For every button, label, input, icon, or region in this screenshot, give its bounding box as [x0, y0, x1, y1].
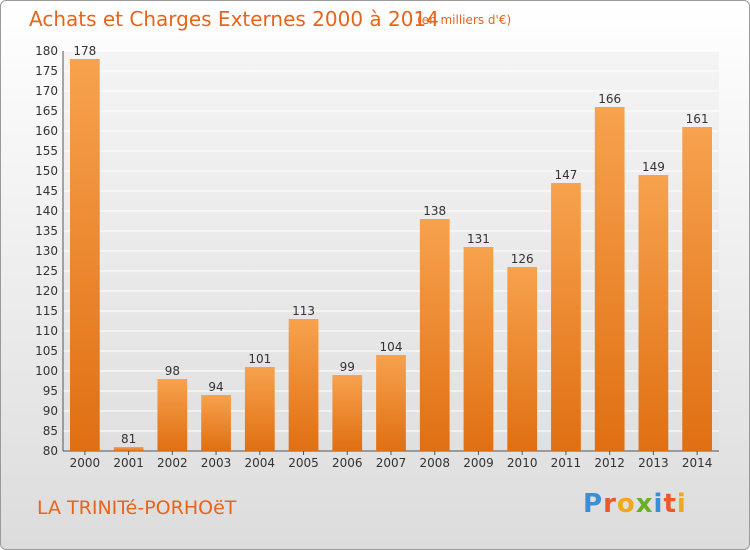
x-tick-label: 2006 — [332, 456, 363, 470]
logo-letter: x — [635, 489, 654, 519]
data-label: 161 — [686, 112, 709, 126]
bar — [332, 375, 363, 451]
y-tick-label: 145 — [35, 184, 58, 198]
bar — [157, 379, 188, 451]
data-label: 101 — [248, 352, 271, 366]
y-tick-label: 100 — [35, 364, 58, 378]
bar — [244, 367, 275, 451]
data-label: 126 — [511, 252, 534, 266]
data-label: 138 — [423, 204, 446, 218]
logo-letter: P — [583, 489, 604, 519]
x-tick-label: 2002 — [157, 456, 188, 470]
x-tick-label: 2001 — [113, 456, 144, 470]
y-tick-label: 110 — [35, 324, 58, 338]
x-tick-label: 2010 — [507, 456, 538, 470]
data-label: 147 — [554, 168, 577, 182]
bar — [682, 127, 713, 451]
x-tick-label: 2007 — [376, 456, 407, 470]
y-tick-label: 120 — [35, 284, 58, 298]
logo-letter: o — [616, 489, 636, 519]
y-tick-label: 150 — [35, 164, 58, 178]
bar — [419, 219, 450, 451]
y-tick-label: 135 — [35, 224, 58, 238]
x-tick-label: 2003 — [201, 456, 232, 470]
data-label: 166 — [598, 92, 621, 106]
y-tick-label: 125 — [35, 264, 58, 278]
x-tick-label: 2000 — [70, 456, 101, 470]
y-tick-label: 95 — [43, 384, 58, 398]
bar — [288, 319, 319, 451]
y-tick-label: 170 — [35, 84, 58, 98]
data-label: 131 — [467, 232, 490, 246]
data-label: 104 — [380, 340, 403, 354]
y-tick-label: 180 — [35, 44, 58, 58]
y-tick-label: 115 — [35, 304, 58, 318]
commune-name: LA TRINITé-PORHOëT — [37, 497, 237, 519]
logo-letter: r — [603, 489, 617, 519]
y-tick-label: 140 — [35, 204, 58, 218]
data-label: 149 — [642, 160, 665, 174]
logo-letter: i — [653, 489, 664, 519]
data-label: 99 — [340, 360, 355, 374]
x-tick-label: 2013 — [638, 456, 669, 470]
x-tick-label: 2008 — [419, 456, 450, 470]
y-tick-label: 80 — [43, 444, 58, 458]
bar — [507, 267, 538, 451]
x-tick-label: 2004 — [245, 456, 276, 470]
chart-unit: (en milliers d'€) — [417, 13, 512, 27]
bar — [463, 247, 494, 451]
x-tick-label: 2005 — [288, 456, 319, 470]
bar — [113, 447, 144, 451]
y-tick-label: 85 — [43, 424, 58, 438]
data-label: 94 — [208, 380, 223, 394]
y-tick-label: 160 — [35, 124, 58, 138]
y-tick-label: 105 — [35, 344, 58, 358]
data-label: 113 — [292, 304, 315, 318]
chart-title: Achats et Charges Externes 2000 à 2014 — [29, 7, 439, 31]
bar — [376, 355, 406, 451]
x-tick-label: 2012 — [594, 456, 625, 470]
y-tick-label: 90 — [43, 404, 58, 418]
bar — [594, 107, 625, 451]
logo-letter: i — [676, 489, 687, 519]
x-tick-label: 2009 — [463, 456, 494, 470]
x-tick-label: 2011 — [551, 456, 582, 470]
y-tick-label: 155 — [35, 144, 58, 158]
data-label: 178 — [73, 44, 96, 58]
data-label: 98 — [165, 364, 180, 378]
bar — [551, 183, 581, 451]
y-tick-label: 175 — [35, 64, 58, 78]
logo-letter: t — [663, 489, 677, 519]
bar — [201, 395, 231, 451]
data-label: 81 — [121, 432, 136, 446]
y-tick-label: 165 — [35, 104, 58, 118]
y-tick-label: 130 — [35, 244, 58, 258]
x-tick-label: 2014 — [682, 456, 713, 470]
bar — [69, 59, 100, 451]
bar — [638, 175, 669, 451]
proxiti-logo: Proxiti — [583, 489, 687, 519]
